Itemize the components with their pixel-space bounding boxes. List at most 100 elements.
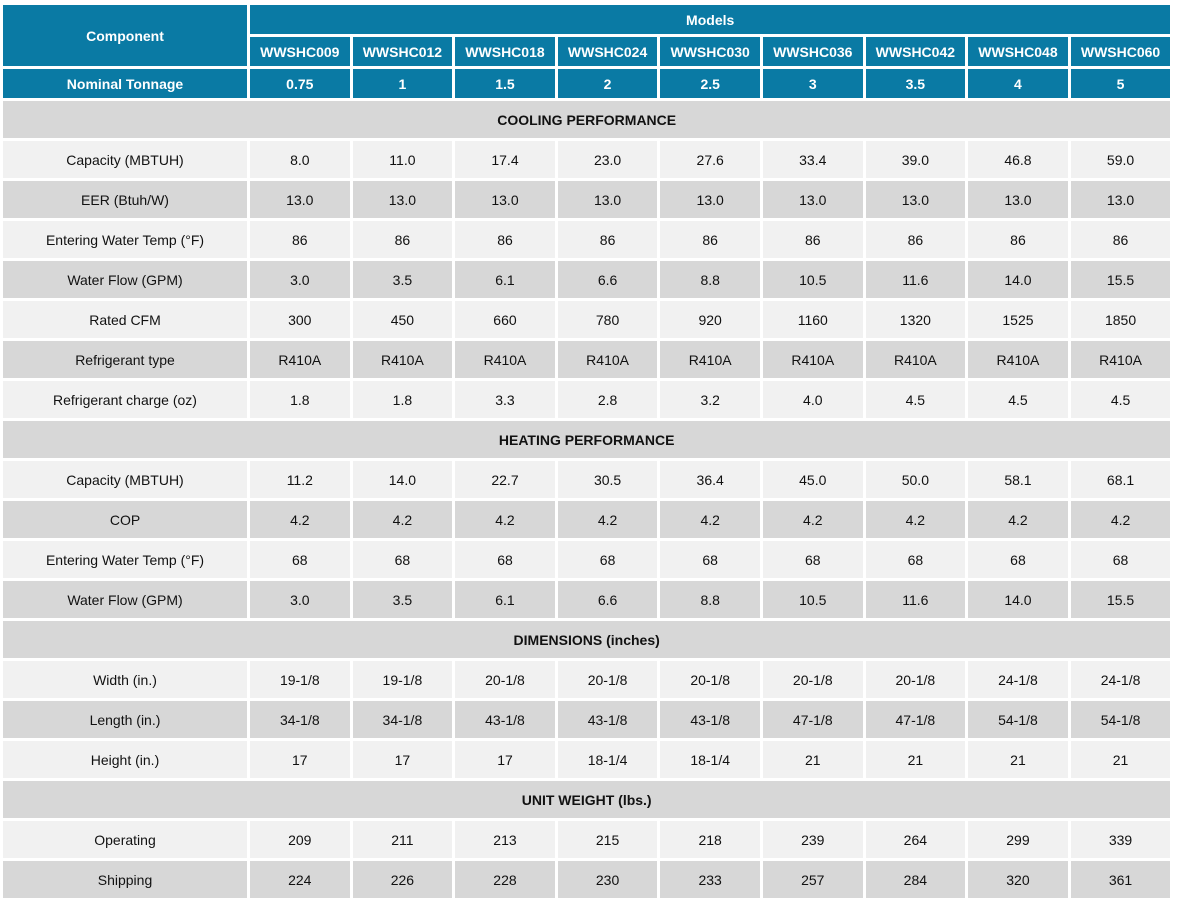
cell-value: 257 xyxy=(762,861,863,898)
table-body: COOLING PERFORMANCE Capacity (MBTUH) 8.0 11… xyxy=(3,101,1171,898)
cell-value: 13.0 xyxy=(1070,181,1171,218)
cell-value: 24-1/8 xyxy=(968,661,1068,698)
cell-value: 23.0 xyxy=(557,141,658,178)
cell-value: 86 xyxy=(968,221,1068,258)
table-row: Entering Water Temp (°F) 68 68 68 68 68 68 68 68… xyxy=(3,541,1171,578)
table-header: Component Models WWSHC009 WWSHC012 WWSHC01… xyxy=(3,5,1171,98)
cell-value: 450 xyxy=(352,301,453,338)
cell-value: 86 xyxy=(1070,221,1171,258)
section-row: HEATING PERFORMANCE xyxy=(3,421,1171,458)
cell-value: 39.0 xyxy=(865,141,966,178)
table-row: Capacity (MBTUH) 11.2 14.0 22.7 30.5 36.4 45.0… xyxy=(3,461,1171,498)
cell-value: 4.2 xyxy=(968,501,1068,538)
cell-value: 54-1/8 xyxy=(1070,701,1171,738)
cell-value: 1525 xyxy=(968,301,1068,338)
section-row: COOLING PERFORMANCE xyxy=(3,101,1171,138)
cell-value: 30.5 xyxy=(557,461,658,498)
cell-value: 20-1/8 xyxy=(557,661,658,698)
tonnage-value: 3 xyxy=(762,69,863,98)
row-label: Entering Water Temp (°F) xyxy=(3,541,247,578)
cell-value: R410A xyxy=(968,341,1068,378)
cell-value: 4.2 xyxy=(352,501,453,538)
table-row: Operating 209 211 213 215 218 239 264 299 339 xyxy=(3,821,1171,858)
cell-value: 4.5 xyxy=(968,381,1068,418)
cell-value: 14.0 xyxy=(352,461,453,498)
cell-value: 339 xyxy=(1070,821,1171,858)
cell-value: 13.0 xyxy=(968,181,1068,218)
cell-value: 15.5 xyxy=(1070,261,1171,298)
cell-value: 3.5 xyxy=(352,261,453,298)
cell-value: 68 xyxy=(865,541,966,578)
cell-value: R410A xyxy=(455,341,555,378)
cell-value: 320 xyxy=(968,861,1068,898)
cell-value: 20-1/8 xyxy=(660,661,760,698)
cell-value: 230 xyxy=(557,861,658,898)
tonnage-value: 2.5 xyxy=(660,69,760,98)
table-row: Height (in.) 17 17 17 18-1/4 18-1/4 21 21 21 21 xyxy=(3,741,1171,778)
model-header: WWSHC060 xyxy=(1070,37,1171,66)
cell-value: 6.6 xyxy=(557,261,658,298)
table-row: Refrigerant charge (oz) 1.8 1.8 3.3 2.8 3.2 4.… xyxy=(3,381,1171,418)
cell-value: 10.5 xyxy=(762,581,863,618)
cell-value: 68.1 xyxy=(1070,461,1171,498)
row-label: Height (in.) xyxy=(3,741,247,778)
cell-value: 4.0 xyxy=(762,381,863,418)
table-row: Rated CFM 300 450 660 780 920 1160 1320 1525 1850 xyxy=(3,301,1171,338)
model-header: WWSHC030 xyxy=(660,37,760,66)
cell-value: 13.0 xyxy=(865,181,966,218)
cell-value: 4.5 xyxy=(865,381,966,418)
cell-value: 4.2 xyxy=(250,501,350,538)
cell-value: 1.8 xyxy=(250,381,350,418)
row-label: Operating xyxy=(3,821,247,858)
cell-value: 24-1/8 xyxy=(1070,661,1171,698)
tonnage-value: 2 xyxy=(557,69,658,98)
cell-value: 2.8 xyxy=(557,381,658,418)
cell-value: R410A xyxy=(352,341,453,378)
cell-value: 239 xyxy=(762,821,863,858)
cell-value: 300 xyxy=(250,301,350,338)
cell-value: 1160 xyxy=(762,301,863,338)
model-header: WWSHC024 xyxy=(557,37,658,66)
cell-value: 284 xyxy=(865,861,966,898)
cell-value: 13.0 xyxy=(250,181,350,218)
table-row: Width (in.) 19-1/8 19-1/8 20-1/8 20-1/8 20-1/… xyxy=(3,661,1171,698)
model-header: WWSHC048 xyxy=(968,37,1068,66)
cell-value: 34-1/8 xyxy=(352,701,453,738)
table-row: Water Flow (GPM) 3.0 3.5 6.1 6.6 8.8 10.5 11.6 1… xyxy=(3,581,1171,618)
tonnage-value: 1.5 xyxy=(455,69,555,98)
table-row: Water Flow (GPM) 3.0 3.5 6.1 6.6 8.8 10.5 11.6 1… xyxy=(3,261,1171,298)
cell-value: 215 xyxy=(557,821,658,858)
cell-value: 224 xyxy=(250,861,350,898)
cell-value: 13.0 xyxy=(557,181,658,218)
cell-value: 4.5 xyxy=(1070,381,1171,418)
cell-value: 6.1 xyxy=(455,581,555,618)
cell-value: 264 xyxy=(865,821,966,858)
cell-value: 47-1/8 xyxy=(762,701,863,738)
tonnage-value: 4 xyxy=(968,69,1068,98)
cell-value: 54-1/8 xyxy=(968,701,1068,738)
cell-value: 18-1/4 xyxy=(557,741,658,778)
cell-value: 17 xyxy=(250,741,350,778)
cell-value: 6.1 xyxy=(455,261,555,298)
cell-value: R410A xyxy=(557,341,658,378)
cell-value: 13.0 xyxy=(352,181,453,218)
cell-value: 86 xyxy=(455,221,555,258)
cell-value: 1320 xyxy=(865,301,966,338)
cell-value: 45.0 xyxy=(762,461,863,498)
row-label: Shipping xyxy=(3,861,247,898)
cell-value: 8.8 xyxy=(660,581,760,618)
cell-value: 68 xyxy=(455,541,555,578)
cell-value: 22.7 xyxy=(455,461,555,498)
cell-value: 3.2 xyxy=(660,381,760,418)
cell-value: 3.5 xyxy=(352,581,453,618)
cell-value: 14.0 xyxy=(968,261,1068,298)
cell-value: 33.4 xyxy=(762,141,863,178)
cell-value: 4.2 xyxy=(660,501,760,538)
cell-value: 15.5 xyxy=(1070,581,1171,618)
cell-value: 19-1/8 xyxy=(250,661,350,698)
cell-value: 43-1/8 xyxy=(455,701,555,738)
cell-value: 3.3 xyxy=(455,381,555,418)
cell-value: 58.1 xyxy=(968,461,1068,498)
cell-value: 68 xyxy=(660,541,760,578)
row-label: Capacity (MBTUH) xyxy=(3,461,247,498)
